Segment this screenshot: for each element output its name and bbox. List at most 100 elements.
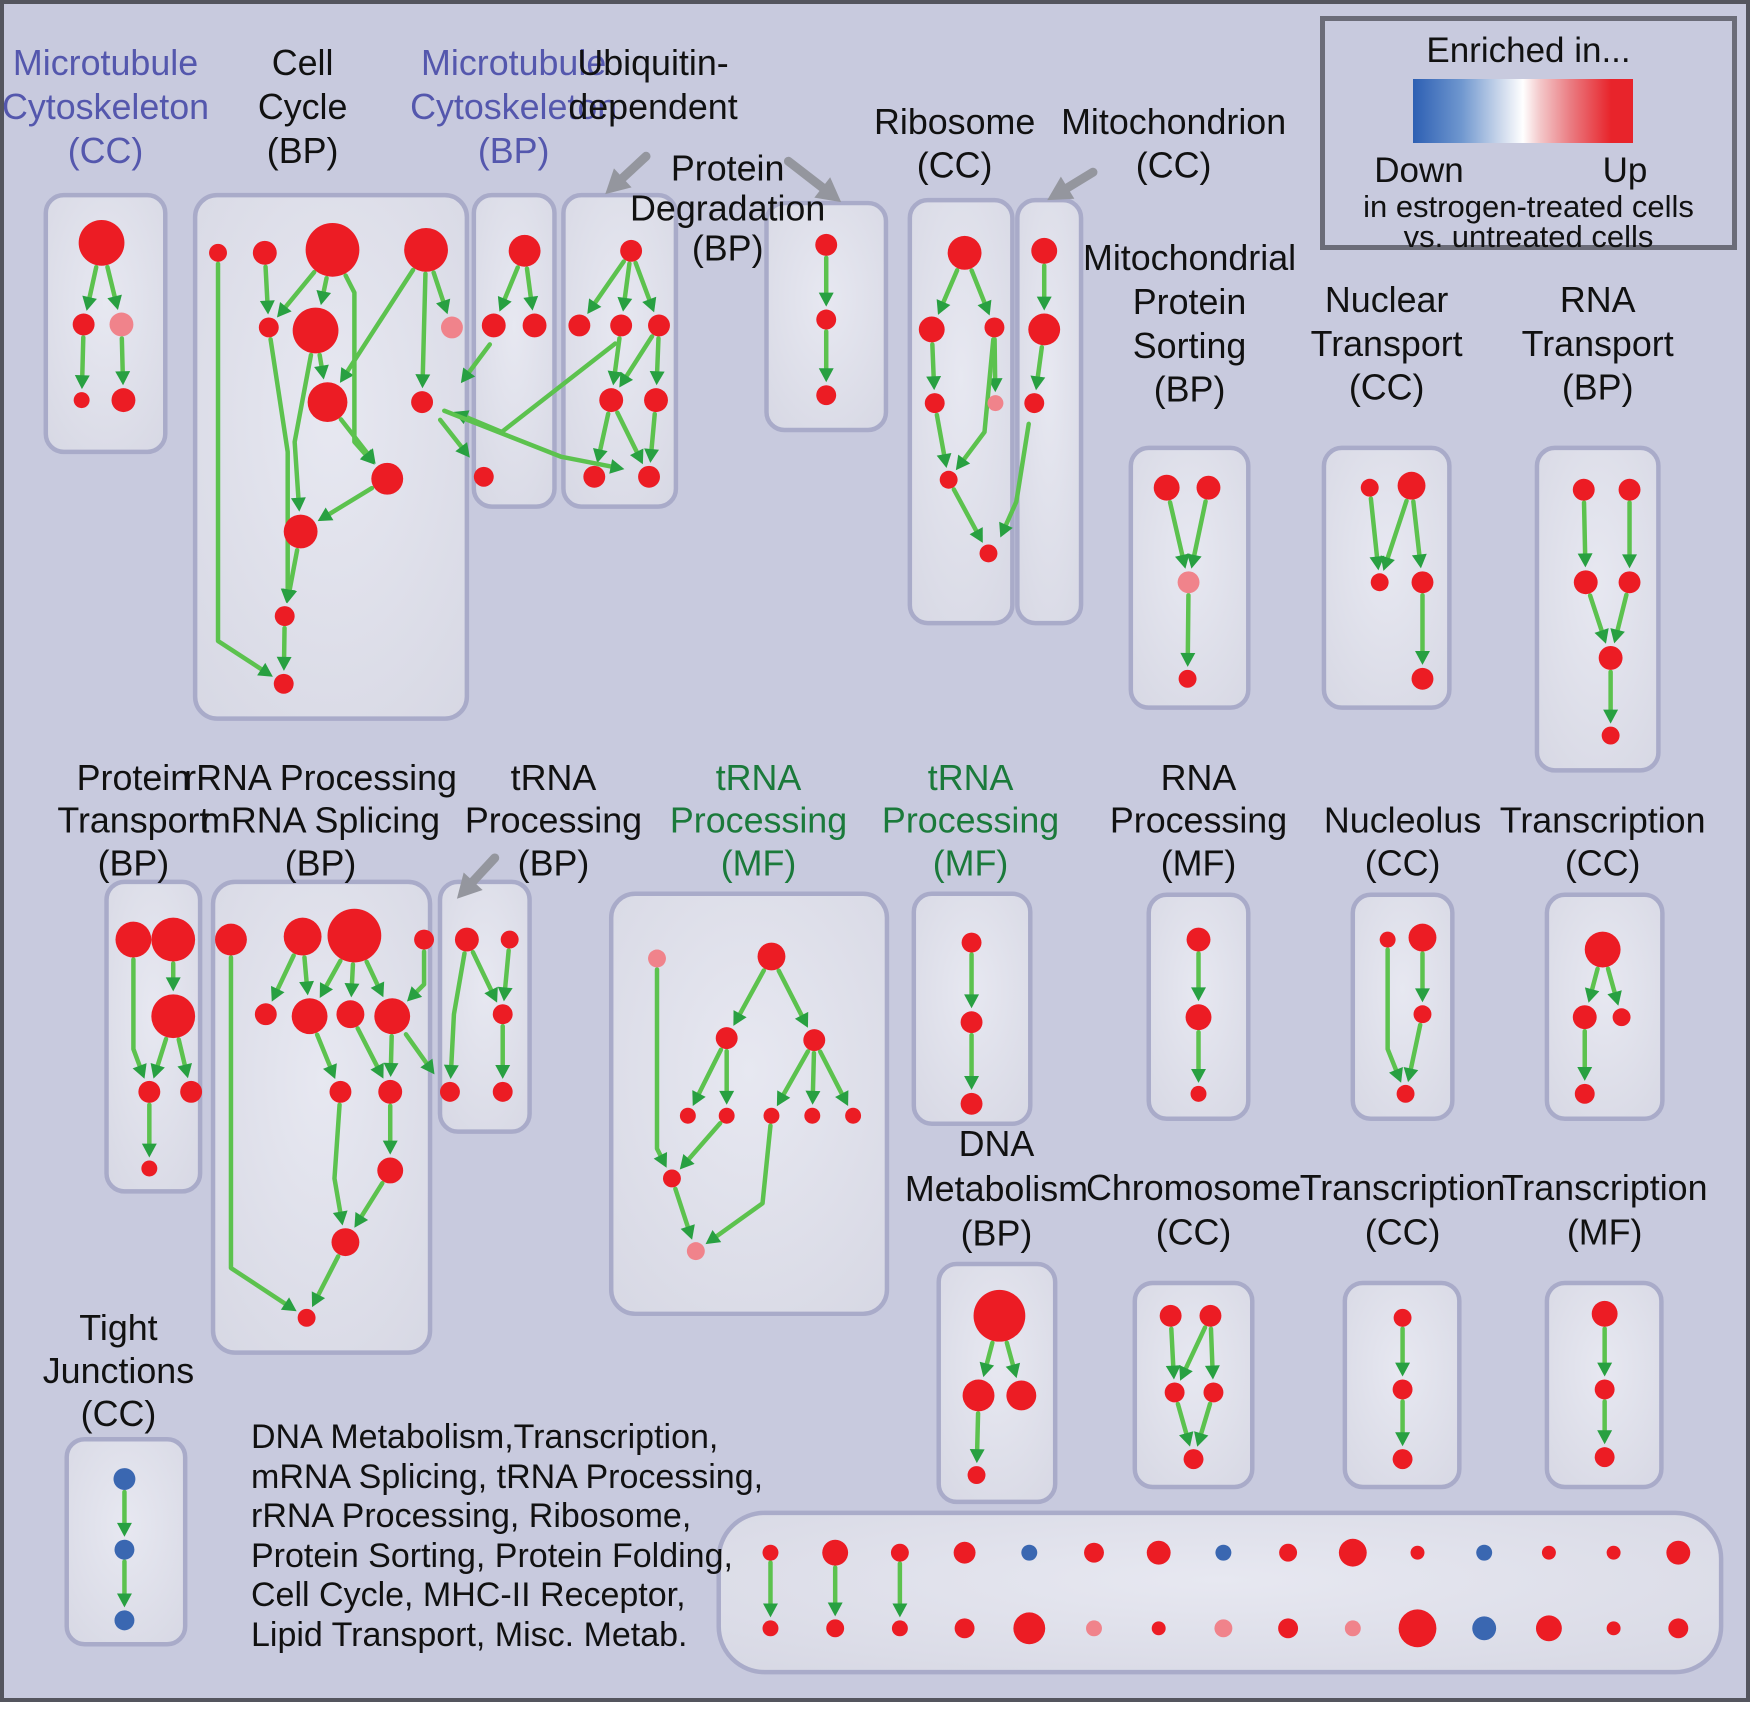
edge-arrow-head: [649, 370, 665, 386]
node-ubiquitin-dependent-protein-degradation-bp: [610, 314, 633, 337]
edge-arrow-head: [1415, 988, 1430, 1003]
bottom-box-node-top-9: [1279, 1543, 1298, 1562]
node-ribosome-cc: [979, 544, 998, 563]
edge-arrow-head: [299, 980, 314, 996]
edge-arrow-head: [642, 296, 657, 313]
edge-arrow-head: [680, 1224, 695, 1240]
edge-arrow-head: [1036, 296, 1052, 311]
edge-arrow: [131, 957, 142, 1068]
node-chromosome-cc: [1199, 1304, 1222, 1327]
node-trna-processing-mf-1: [803, 1029, 826, 1052]
legend-subtitle-line1: in estrogen-treated cells: [1363, 189, 1694, 224]
edge-arrow-head: [1180, 652, 1196, 667]
node-nucleolus-cc: [1408, 923, 1437, 952]
edge-arrow-head: [282, 588, 298, 604]
arrow-to-ubiquitin-box-2: [783, 156, 827, 192]
legend-up-label: Up: [1602, 151, 1648, 190]
node-cell-cycle-bp: [411, 391, 434, 414]
edge-arrow-head: [1395, 1362, 1411, 1377]
bottom-box-node-top-3: [890, 1543, 909, 1562]
node-trna-processing-bp: [439, 1081, 460, 1102]
cluster-label-rna-processing-mf: RNA: [1161, 758, 1237, 798]
node-rrna-processing-mrna-splicing-bp: [331, 1228, 360, 1257]
edge-arrow-head: [926, 375, 942, 391]
cluster-box-dna-metabolism-bp: [936, 1261, 1058, 1505]
bottom-box-node-bottom-7: [1151, 1621, 1166, 1636]
edge-arrow: [263, 264, 270, 303]
edge-arrow-head: [1607, 990, 1622, 1006]
cluster-label-nucleolus-cc: Nucleolus: [1324, 801, 1481, 841]
node-mitochondrion-cc: [1031, 237, 1058, 264]
edge-arrow-head: [370, 1062, 384, 1079]
node-tight-junctions-cc: [114, 1610, 135, 1631]
edge-arrow: [324, 958, 343, 989]
node-microtubule-cytoskeleton-cc: [109, 312, 134, 337]
node-cell-cycle-bp: [307, 382, 348, 423]
node-dna-metabolism-bp: [1006, 1380, 1037, 1411]
edge-arrow-head: [370, 981, 385, 998]
node-trna-processing-mf-1: [763, 1107, 780, 1124]
node-trna-processing-mf-1: [679, 1107, 696, 1124]
node-cell-cycle-bp: [292, 307, 339, 354]
cluster-label-dna-metabolism-bp: Metabolism: [905, 1169, 1088, 1209]
cluster-label-tight-junctions-cc: Tight: [79, 1308, 157, 1348]
edge-arrow: [1581, 500, 1588, 556]
node-transcription-cc-mid: [1584, 931, 1621, 968]
node-cell-cycle-bp: [371, 462, 404, 495]
node-rrna-processing-mrna-splicing-bp: [283, 917, 322, 956]
edge-arrow-head: [1415, 650, 1430, 665]
edge-arrow: [817, 1049, 844, 1096]
edge-arrow-head: [969, 1448, 985, 1464]
diagram-canvas: MicrotubuleCytoskeleton(CC)CellCycle(BP)…: [4, 43, 1724, 1675]
cluster-box-rna-transport-bp: [1534, 445, 1661, 773]
misc-text-line: rRNA Processing, Ribosome,: [251, 1497, 692, 1535]
node-trna-processing-mf-1: [718, 1107, 735, 1124]
edge-arrow-head: [1603, 709, 1619, 724]
bottom-box-node-top-14: [1606, 1545, 1621, 1560]
edge-arrow-head: [705, 1229, 722, 1245]
node-rrna-processing-mrna-splicing-bp: [215, 923, 247, 956]
node-transcription-cc-bottom: [1392, 1379, 1413, 1400]
cluster-label-ubiquitin-dependent-protein-degradation-bp: dependent: [568, 87, 737, 127]
cluster-label-tight-junctions-cc: (CC): [81, 1394, 157, 1434]
node-rna-processing-mf: [1186, 927, 1211, 952]
arrow-to-ubiquitin-box-2-head: [814, 177, 842, 203]
cluster-label-rna-transport-bp: Transport: [1522, 324, 1674, 364]
edge-arrow: [449, 951, 467, 1068]
cluster-box-trna-processing-mf-2: [911, 891, 1033, 1126]
node-rrna-processing-mrna-splicing-bp: [377, 1157, 404, 1184]
edge-arrow: [1368, 496, 1380, 559]
edge-arrow: [781, 1049, 811, 1097]
node-mitochondrion-cc: [1024, 393, 1045, 414]
edge-arrow: [388, 1033, 394, 1066]
edge-arrow-head: [361, 448, 376, 464]
edge-arrow-head: [1403, 1066, 1419, 1083]
cluster-label-cell-cycle-bp: Cell: [272, 43, 334, 83]
cluster-label-rrna-processing-mrna-splicing-bp: mRNA Splicing: [201, 801, 440, 841]
cluster-label-ubiquitin-dependent-protein-degradation-bp: Ubiquitin-: [577, 43, 728, 83]
edge-arrow-head: [497, 295, 512, 312]
legend-subtitle-line2: vs. untreated cells: [1403, 219, 1654, 254]
node-cell-cycle-bp: [283, 514, 318, 549]
edge-arrow: [502, 948, 511, 990]
edge-arrow: [80, 335, 86, 378]
cluster-label-protein-transport-bp: (BP): [98, 843, 170, 883]
cluster-label-transcription-cc-bottom: Transcription: [1300, 1168, 1506, 1208]
edge-arrow: [470, 949, 494, 993]
edge-arrow-head: [1194, 1431, 1209, 1447]
edge-arrow: [649, 411, 657, 452]
bottom-box-node-bottom-10: [1344, 1620, 1361, 1637]
legend-down-label: Down: [1374, 151, 1464, 190]
edge-arrow: [228, 955, 288, 1306]
node-ubiquitin-dependent-protein-degradation-bp: [583, 465, 606, 488]
node-rna-processing-mf: [1185, 1004, 1212, 1031]
cross-edge-mito-to-ribosome-bottom-head: [999, 521, 1013, 538]
edge-arrow: [776, 968, 804, 1018]
cluster-label-microtubule-cytoskeleton-bp: (BP): [478, 131, 550, 171]
cluster-label-trna-processing-bp: tRNA: [511, 758, 597, 798]
bottom-box-node-top-12: [1476, 1544, 1493, 1561]
node-microtubule-cytoskeleton-bp: [522, 313, 547, 338]
edge-arrow-head: [382, 1140, 398, 1155]
edge-arrow-head: [1179, 1431, 1194, 1447]
cluster-label-mitochondrial-protein-sorting-bp: Sorting: [1133, 326, 1247, 366]
